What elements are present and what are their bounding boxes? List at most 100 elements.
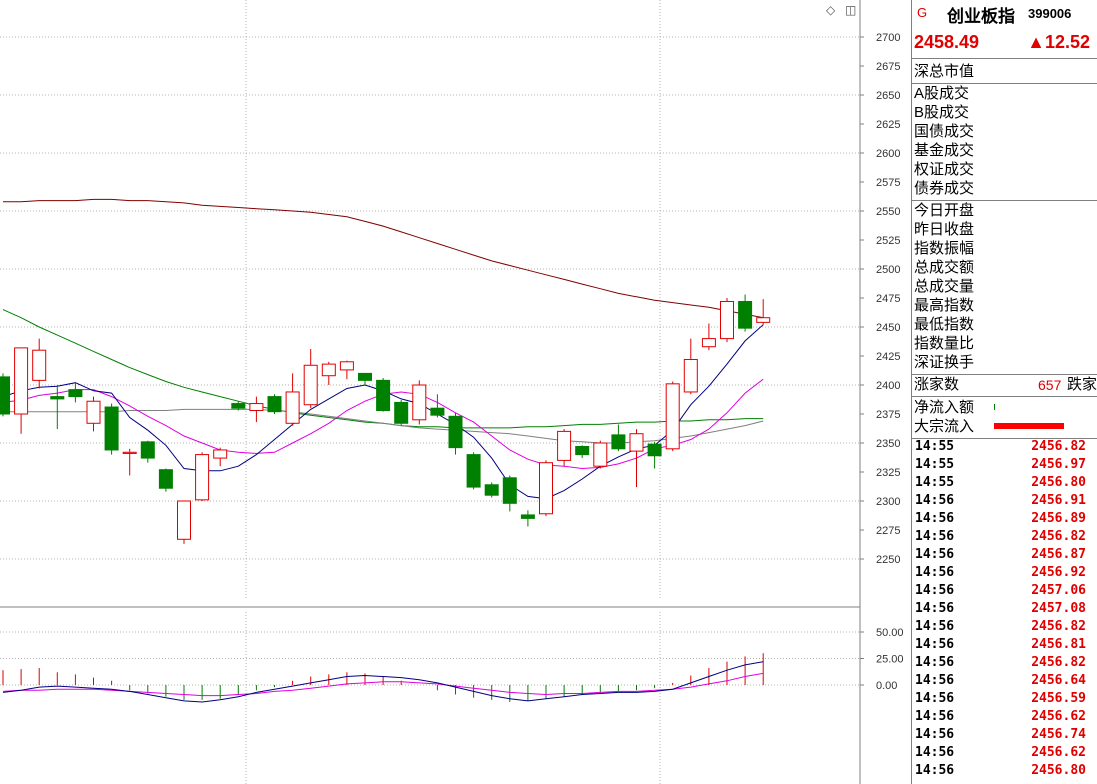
- candle-body: [484, 484, 499, 496]
- label-prev-close: 昨日收盘: [914, 221, 975, 238]
- window-toggle-icon[interactable]: ◫: [845, 3, 857, 17]
- tick-price: 2456.80: [1031, 475, 1086, 490]
- index-change: ▲12.52: [1027, 32, 1090, 52]
- label-sz-total-mktcap: 深总市值: [914, 63, 975, 80]
- candle: [720, 298, 734, 343]
- candle: [158, 468, 173, 492]
- candle: [249, 396, 264, 423]
- tick-row: 14:56 2456.89: [912, 510, 1097, 528]
- tick-time: 14:55: [915, 439, 955, 454]
- tick-price: 2456.74: [1031, 727, 1086, 742]
- candle-body: [539, 462, 553, 515]
- candle: [683, 338, 698, 395]
- candle-body: [158, 469, 173, 489]
- candle-body: [86, 400, 101, 424]
- candle-body: [502, 477, 517, 504]
- price-grid: [0, 0, 860, 608]
- candle-body: [14, 347, 29, 415]
- tick-row: 14:56 2456.92: [912, 564, 1097, 582]
- candle: [358, 372, 372, 385]
- tick-time: 14:56: [915, 673, 955, 688]
- candle: [539, 460, 553, 517]
- divider: [912, 200, 1097, 201]
- net-inflow-bar: [994, 404, 995, 410]
- candle: [122, 448, 137, 476]
- candle-body: [0, 376, 10, 415]
- candle: [575, 445, 590, 459]
- candle: [629, 429, 644, 488]
- label-high: 最高指数: [914, 297, 975, 314]
- candle-body: [285, 391, 300, 424]
- tick-time: 14:56: [915, 727, 955, 742]
- tick-price: 2456.82: [1031, 439, 1086, 454]
- candle: [665, 381, 680, 452]
- price-tick-label: 2475: [876, 293, 900, 305]
- candle-body: [557, 430, 572, 461]
- price-tick-label: 2550: [876, 206, 900, 218]
- tick-row: 14:56 2456.80: [912, 762, 1097, 780]
- tick-price: 2456.62: [1031, 709, 1086, 724]
- indicator-tick-label: 50.00: [876, 627, 904, 639]
- candle: [520, 510, 535, 527]
- candle: [647, 441, 662, 469]
- tick-time: 14:56: [915, 655, 955, 670]
- label-b-share-turnover: B股成交: [914, 104, 970, 121]
- price-tick-label: 2250: [876, 554, 900, 566]
- tick-price: 2456.92: [1031, 565, 1086, 580]
- candle: [195, 452, 210, 501]
- advancers-count: 657: [1038, 377, 1062, 393]
- block-inflow-bar: [994, 423, 1064, 429]
- candle-body: [412, 384, 427, 421]
- candle: [68, 382, 83, 403]
- candle: [0, 373, 10, 417]
- candle: [321, 361, 336, 385]
- tick-price: 2456.82: [1031, 529, 1086, 544]
- candle-body: [213, 449, 228, 459]
- ma60-line: [3, 198, 764, 319]
- price-tick-label: 2625: [876, 119, 900, 131]
- tick-price: 2456.62: [1031, 745, 1086, 760]
- label-net-inflow: 净流入额: [914, 399, 975, 416]
- tick-list[interactable]: 14:55 2456.82 14:55 2456.97 14:55 2456.80 14:5…: [912, 438, 1097, 780]
- candle-body: [50, 396, 65, 400]
- candle-body: [665, 383, 680, 450]
- tick-time: 14:56: [915, 547, 955, 562]
- indicator-tick-label: 0.00: [876, 680, 897, 692]
- candle: [502, 475, 517, 512]
- tick-row: 14:55 2456.97: [912, 456, 1097, 474]
- tick-price: 2456.87: [1031, 547, 1086, 562]
- tick-row: 14:56 2456.82: [912, 654, 1097, 672]
- diamond-icon[interactable]: ◇: [826, 3, 836, 17]
- price-tick-label: 2450: [876, 322, 900, 334]
- divider: [912, 58, 1097, 59]
- tick-time: 14:55: [915, 475, 955, 490]
- tick-time: 14:56: [915, 691, 955, 706]
- tick-price: 2456.59: [1031, 691, 1086, 706]
- candle-body: [339, 361, 354, 371]
- candle: [738, 294, 753, 332]
- candle: [448, 412, 463, 455]
- candle-body: [231, 403, 246, 409]
- divider: [912, 374, 1097, 375]
- candle-body: [701, 338, 716, 348]
- tick-price: 2457.06: [1031, 583, 1086, 598]
- candle: [104, 403, 119, 455]
- tick-row: 14:56 2456.82: [912, 528, 1097, 546]
- candle-body: [68, 389, 83, 398]
- candle: [86, 396, 101, 432]
- label-warrant-turnover: 权证成交: [914, 161, 975, 178]
- candle: [140, 440, 155, 463]
- tick-price: 2456.80: [1031, 763, 1086, 778]
- label-today-open: 今日开盘: [914, 202, 975, 219]
- label-bond-turnover: 债券成交: [914, 180, 975, 197]
- price-axis: 2250 2275 2300 2325 2350 2375 2400 2425 2450 2475…: [859, 0, 900, 784]
- candle-body: [593, 442, 608, 467]
- tick-row: 14:55 2456.80: [912, 474, 1097, 492]
- tick-row: 14:56 2456.64: [912, 672, 1097, 690]
- candle-body: [629, 433, 644, 452]
- tick-row: 14:56 2456.87: [912, 546, 1097, 564]
- label-fund-turnover: 基金成交: [914, 142, 975, 159]
- tick-time: 14:56: [915, 745, 955, 760]
- kline-chart-area[interactable]: 2250 2275 2300 2325 2350 2375 2400 2425 2450 2475…: [0, 0, 911, 784]
- candle: [394, 400, 409, 426]
